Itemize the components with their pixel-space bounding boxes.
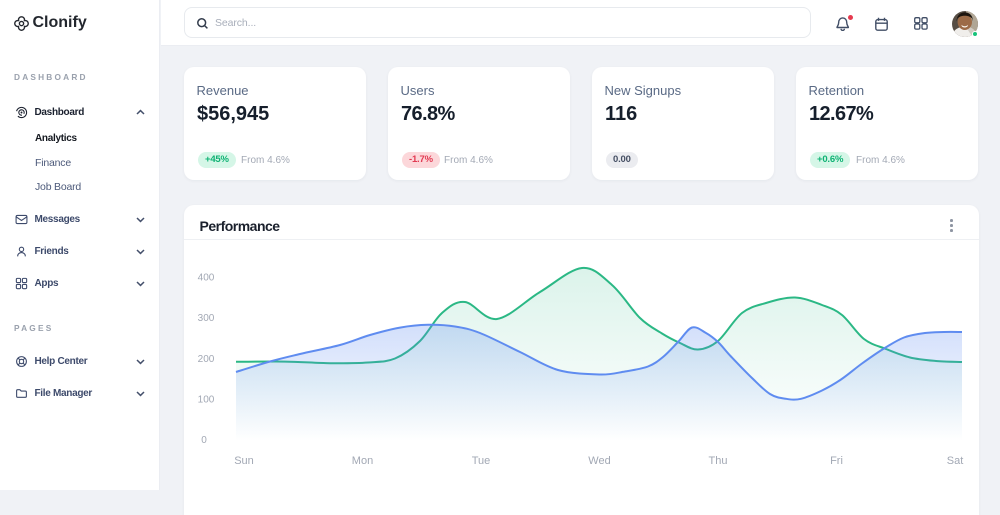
svg-text:Fri: Fri xyxy=(830,455,843,467)
svg-text:200: 200 xyxy=(198,354,215,365)
svg-text:Thu: Thu xyxy=(709,455,728,467)
svg-text:Mon: Mon xyxy=(352,455,373,467)
svg-text:300: 300 xyxy=(198,313,215,324)
svg-text:Wed: Wed xyxy=(588,455,610,467)
svg-text:100: 100 xyxy=(198,394,215,405)
svg-text:Sat: Sat xyxy=(947,455,964,467)
svg-text:Tue: Tue xyxy=(472,455,491,467)
svg-text:400: 400 xyxy=(198,273,215,284)
svg-text:Sun: Sun xyxy=(234,455,254,467)
svg-text:0: 0 xyxy=(201,435,207,446)
